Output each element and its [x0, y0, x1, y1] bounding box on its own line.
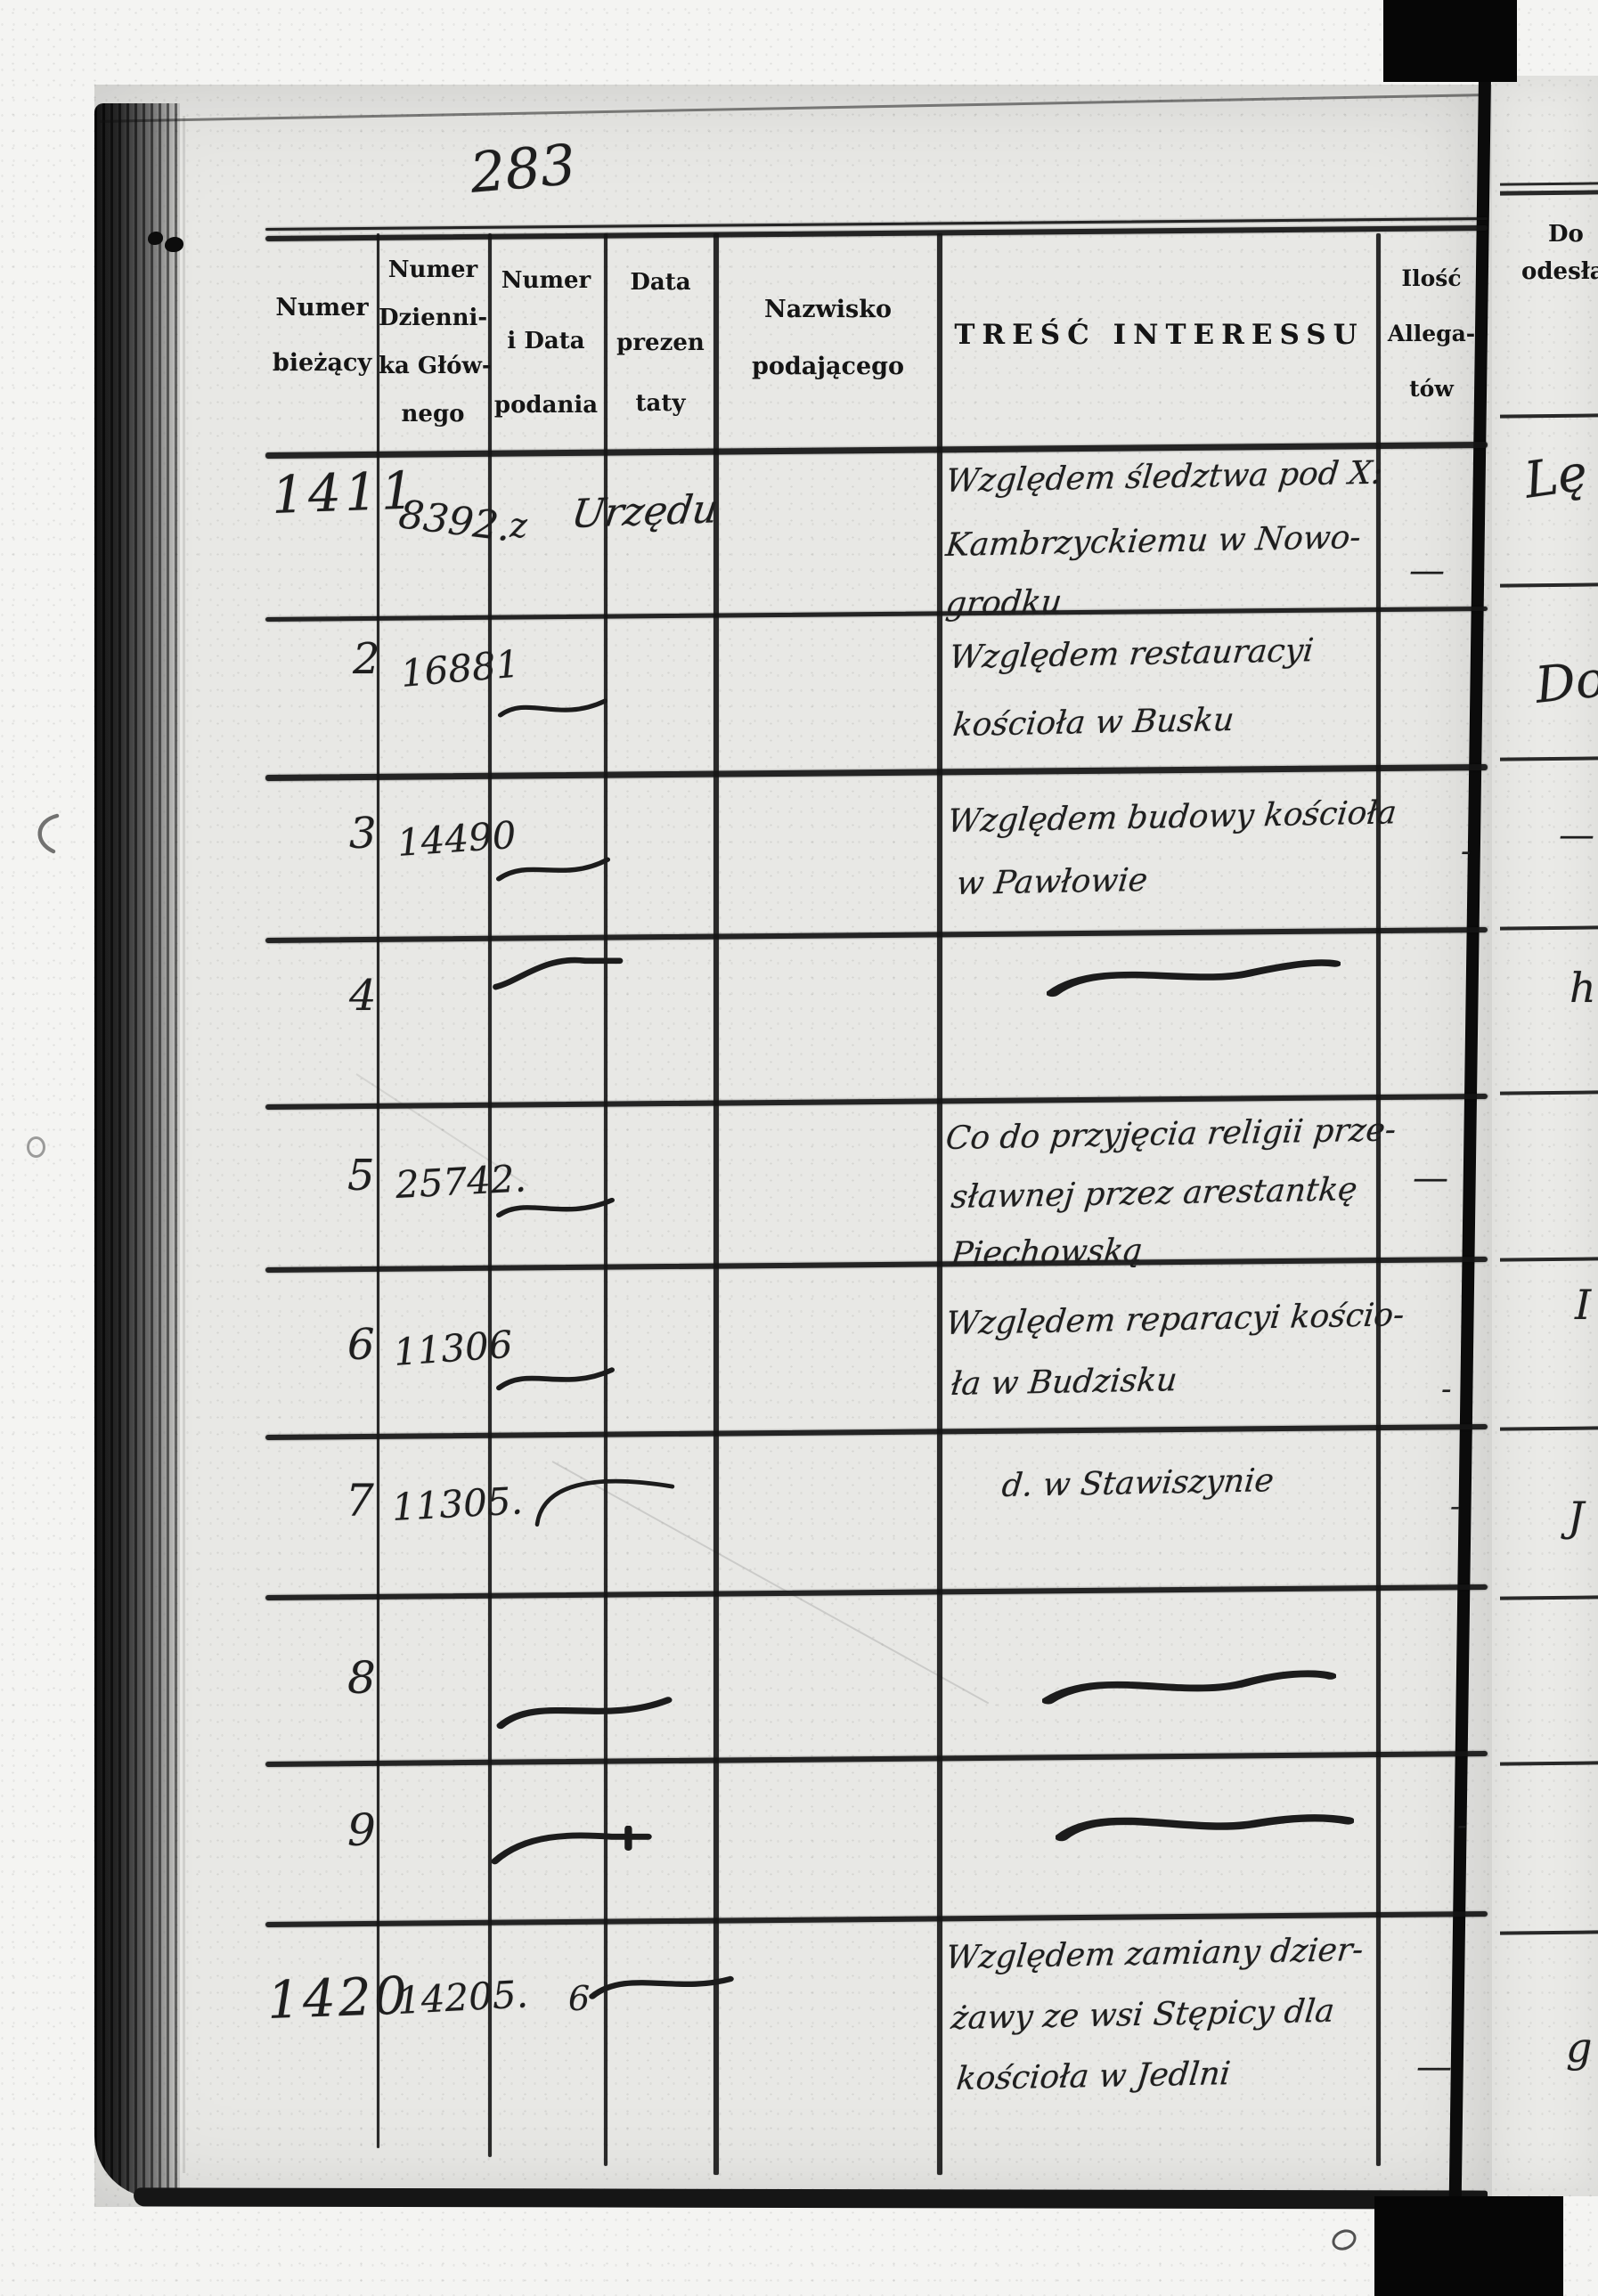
- ditto-mark: [1056, 1814, 1354, 1842]
- header-dziennik-2: Dzienni-: [379, 305, 488, 331]
- cell-numer-dziennika: 11305.: [390, 1478, 525, 1529]
- header-podanie-1: Numer: [501, 267, 591, 294]
- page-bottom-edge: [133, 2187, 1488, 2210]
- column-rule: [488, 233, 492, 2157]
- left-page-paper: [94, 85, 1498, 2207]
- ditto-mark: [496, 1197, 615, 1218]
- ditto-mark: [1042, 1670, 1336, 1705]
- cell-numer-biezacy: 8: [347, 1652, 376, 1704]
- column-rule: [377, 233, 379, 2148]
- cell-allegata: -: [1450, 1489, 1460, 1523]
- cell-numer-dziennika: 14205.: [395, 1972, 530, 2023]
- header-allegata-2: Allega-: [1387, 321, 1476, 346]
- paper-fold-line: [183, 116, 185, 2173]
- cell-allegata: —: [1409, 550, 1445, 591]
- right-fragment: h: [1569, 964, 1596, 1012]
- header-dziennik-1: Numer: [387, 256, 478, 283]
- ditto-mark: [496, 1367, 615, 1391]
- margin-mark: [27, 1136, 45, 1158]
- header-podanie-3: podania: [493, 392, 599, 419]
- ditto-mark: [1047, 959, 1341, 997]
- column-rule: [1376, 233, 1381, 2166]
- cell-tresc-line: kościoła w Busku: [950, 701, 1236, 745]
- header-tresc-interessu: TREŚĆ INTERESSU: [954, 319, 1365, 351]
- right-fragment: g: [1566, 2023, 1593, 2072]
- cell-numer-biezacy: 3: [349, 809, 377, 859]
- margin-squiggle: [37, 813, 60, 854]
- header-allegata-1: Ilość: [1401, 265, 1462, 291]
- cell-allegata: -: [1441, 1372, 1452, 1407]
- right-page-paper: [1492, 76, 1598, 2196]
- ditto-mark: [589, 1975, 734, 1999]
- ditto-mark: [496, 1697, 673, 1730]
- right-fragment: I: [1575, 1281, 1592, 1329]
- header-nazwisko-2: podającego: [751, 353, 905, 380]
- cell-numer-biezacy: 5: [347, 1151, 375, 1201]
- right-fragment: J: [1568, 1493, 1585, 1541]
- cell-tresc-line: w Pawłowie: [954, 861, 1150, 903]
- column-rule: [604, 233, 607, 2166]
- cell-allegata: —: [1416, 2047, 1452, 2088]
- cell-tresc-line: Względem restauracyi: [947, 632, 1316, 677]
- cell-numer-biezacy: 7: [346, 1475, 374, 1527]
- scan-black-rect-top: [1383, 0, 1517, 82]
- header-podanie-2: i Data: [507, 328, 585, 354]
- cell-allegata: -: [1457, 1808, 1467, 1842]
- cell-tresc-line: ła w Budzisku: [949, 1362, 1179, 1404]
- ink-blot: [148, 232, 163, 245]
- right-fragment: —: [1559, 815, 1594, 856]
- cell-podanie: z: [510, 506, 528, 545]
- scan-black-rect-bottom: [1374, 2196, 1563, 2296]
- cell-numer-biezacy: 6: [347, 1320, 375, 1370]
- cell-numer-biezacy: 4: [349, 971, 377, 1021]
- ink-blot: [165, 237, 183, 252]
- header-prezentata-2: prezen: [616, 330, 705, 356]
- cell-tresc-line: kościoła w Jedlni: [954, 2056, 1233, 2098]
- cell-numer-biezacy: 9: [347, 1804, 376, 1856]
- header-numer-biezacy-1: Numer: [275, 294, 369, 322]
- cell-numer-biezacy: 1411: [270, 460, 419, 525]
- right-header-odeslal: odesła: [1521, 258, 1598, 285]
- cell-tresc-line: d. w Stawiszynie: [999, 1462, 1276, 1505]
- folio-number: 283: [467, 131, 579, 206]
- ditto-mark: [495, 857, 611, 882]
- right-fragment: Lę: [1521, 444, 1592, 510]
- ink-ring-mark: [1328, 2226, 1360, 2254]
- header-allegata-3: tów: [1409, 376, 1454, 402]
- header-numer-biezacy-2: bieżący: [272, 349, 372, 377]
- cell-allegata: -: [1461, 834, 1472, 869]
- header-dziennik-3: ka Głów-: [379, 353, 492, 379]
- right-fragment: Do: [1532, 649, 1598, 715]
- cell-podanie: Urzędu: [568, 486, 722, 538]
- ditto-mark: [493, 957, 624, 990]
- cell-tresc-line: Piechowską: [949, 1232, 1145, 1274]
- column-rule: [713, 233, 719, 2175]
- cell-numer-biezacy: 2: [353, 634, 380, 684]
- book-binding-edge: [94, 103, 180, 2198]
- cell-tresc-line: grodku: [943, 583, 1064, 623]
- header-nazwisko-1: Nazwisko: [764, 296, 892, 323]
- cell-numer-biezacy: 1420: [265, 1965, 411, 2031]
- cell-allegata: —: [1413, 1158, 1448, 1199]
- right-header-do: Do: [1548, 221, 1584, 248]
- column-rule: [937, 233, 942, 2175]
- cell-tresc-line: żawy ze wsi Stępicy dla: [949, 1992, 1336, 2038]
- header-dziennik-4: nego: [401, 401, 465, 427]
- ditto-mark: [534, 1478, 675, 1527]
- ditto-mark: [497, 698, 608, 718]
- header-prezentata-1: Data: [630, 269, 691, 296]
- ditto-mark: [491, 1826, 652, 1865]
- header-prezentata-3: taty: [635, 390, 686, 417]
- cell-podanie: 6: [568, 1979, 591, 2018]
